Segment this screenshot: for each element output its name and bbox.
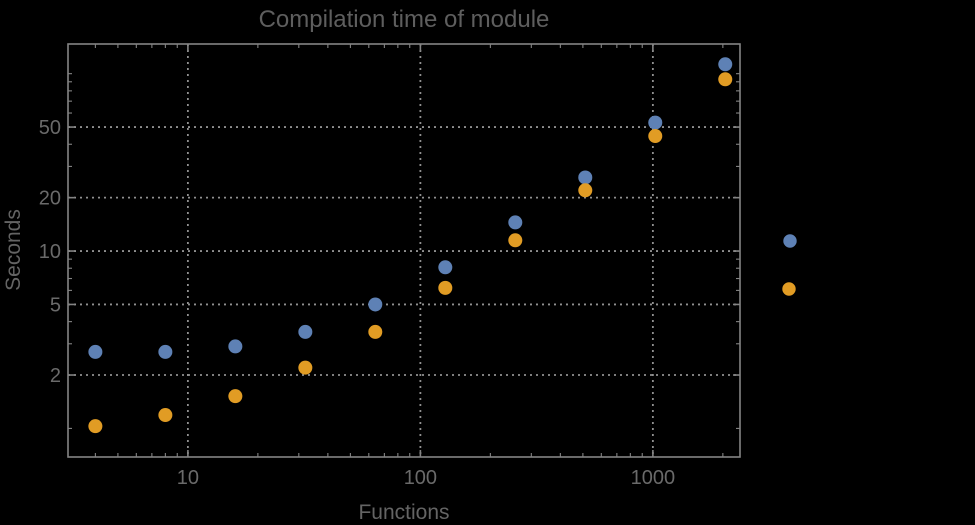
- data-point-layer: [88, 57, 733, 434]
- y-tick-label: 20: [39, 188, 61, 210]
- data-point-series-1: [578, 170, 593, 185]
- data-point-series-2: [88, 419, 103, 434]
- y-tick-label: 50: [39, 117, 61, 139]
- data-point-series-1: [438, 260, 453, 275]
- tick-layer: [68, 44, 740, 457]
- data-point-series-2: [158, 408, 173, 423]
- data-point-series-2: [648, 129, 663, 144]
- x-tick-label: 1000: [631, 467, 676, 489]
- data-point-series-1: [228, 339, 243, 354]
- data-point-series-1: [368, 297, 383, 312]
- legend-marker-series-1: [783, 234, 797, 248]
- data-point-series-1: [508, 215, 523, 230]
- data-point-series-2: [718, 72, 733, 87]
- x-axis-label: Functions: [358, 501, 449, 524]
- legend: [782, 234, 797, 296]
- data-point-series-2: [368, 324, 383, 339]
- tick-label-layer: 10 100 1000 2 5 10 20 50: [39, 117, 675, 489]
- data-point-series-2: [578, 183, 593, 198]
- y-tick-label: 5: [50, 294, 61, 316]
- chart-title: Compilation time of module: [259, 6, 550, 33]
- data-point-series-2: [438, 280, 453, 295]
- data-point-series-2: [298, 360, 313, 375]
- data-point-series-2: [228, 389, 243, 404]
- data-point-series-1: [298, 324, 313, 339]
- data-point-series-1: [648, 115, 663, 130]
- y-axis-label: Seconds: [2, 209, 25, 291]
- data-point-series-2: [508, 233, 523, 248]
- y-tick-label: 10: [39, 241, 61, 263]
- data-point-series-1: [88, 344, 103, 359]
- data-point-series-1: [718, 57, 733, 72]
- x-tick-label: 100: [404, 467, 437, 489]
- legend-marker-series-2: [782, 282, 796, 296]
- grid-layer: [68, 44, 740, 457]
- x-tick-label: 10: [177, 467, 199, 489]
- data-point-series-1: [158, 344, 173, 359]
- y-tick-label: 2: [50, 365, 61, 387]
